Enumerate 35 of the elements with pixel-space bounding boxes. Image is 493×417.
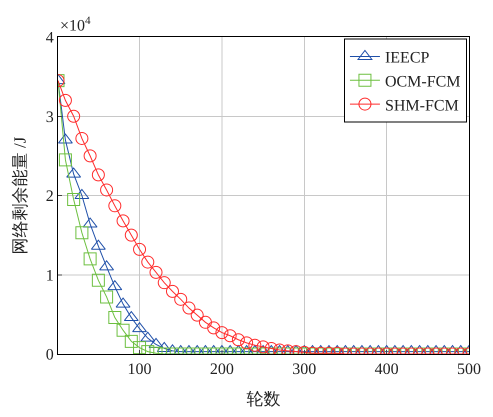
legend-label: IEECP — [384, 50, 430, 67]
y-tick-label: 2 — [46, 188, 54, 206]
text: ×10$^{4}$ — [60, 15, 92, 35]
x-tick-label: 500 — [457, 361, 481, 378]
point — [92, 168, 105, 182]
point — [132, 322, 147, 332]
point — [100, 183, 114, 196]
point — [108, 199, 122, 212]
point — [67, 192, 80, 206]
y-tick-label: 1 — [46, 267, 54, 284]
point — [133, 242, 146, 256]
point — [84, 149, 97, 162]
x-tick-label: 300 — [292, 361, 316, 378]
point — [58, 134, 73, 144]
x-tick-label: 100 — [128, 361, 152, 378]
y-axis-title: 网络剩余能量 /J — [10, 136, 30, 254]
point — [116, 214, 130, 228]
point — [75, 132, 88, 145]
point — [58, 153, 72, 166]
x-axis-title: 轮数 — [246, 390, 280, 409]
point — [58, 94, 72, 107]
point — [116, 298, 130, 308]
x-tick-label: 200 — [210, 361, 234, 378]
point — [84, 252, 97, 266]
point — [124, 228, 138, 242]
point — [67, 110, 80, 123]
y-tick-label: 0 — [46, 346, 54, 364]
legend-label: OCM-FCM — [384, 74, 461, 91]
y-tick-label: 4 — [46, 30, 54, 47]
point — [148, 338, 164, 348]
y-tick-label: 3 — [46, 108, 54, 126]
point — [75, 226, 88, 240]
legend-label: SHM-FCM — [384, 97, 459, 114]
x-tick-label: 400 — [374, 361, 399, 378]
point — [150, 266, 163, 279]
